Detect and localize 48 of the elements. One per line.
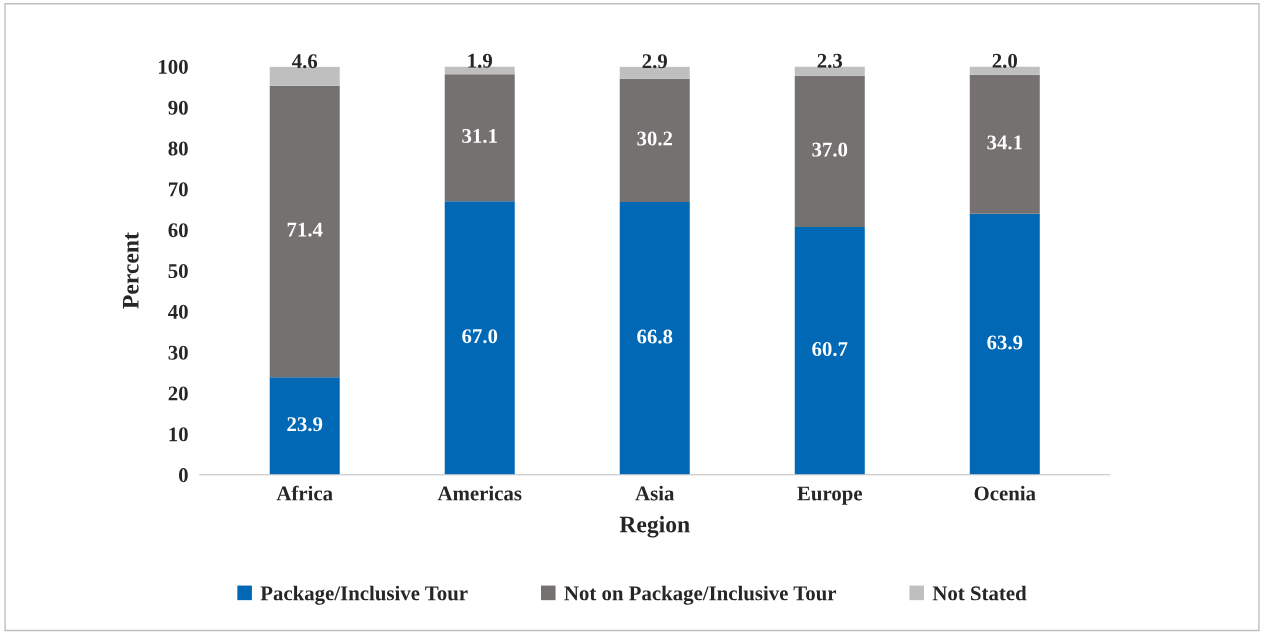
bar bbox=[969, 66, 1040, 75]
data-label: 31.1 bbox=[462, 128, 497, 144]
x-tick-label: Europe bbox=[797, 486, 863, 505]
x-tick-label: Americas bbox=[437, 485, 522, 501]
data-label: 63.9 bbox=[987, 335, 1023, 350]
bar bbox=[269, 377, 340, 475]
y-tick-label: 70 bbox=[168, 182, 188, 197]
y-tick-label: 40 bbox=[168, 304, 188, 319]
y-axis-title: Percent bbox=[122, 232, 139, 309]
x-tick-label: Ocenia bbox=[974, 485, 1036, 501]
bar bbox=[444, 74, 515, 202]
data-label: 2.3 bbox=[817, 53, 843, 68]
y-tick-label: 30 bbox=[168, 345, 188, 360]
bar bbox=[794, 226, 865, 475]
legend-label: Package/Inclusive Tour bbox=[260, 585, 468, 605]
data-label: 71.4 bbox=[287, 222, 323, 237]
data-label: 37.0 bbox=[812, 142, 848, 157]
data-label: 2.0 bbox=[992, 53, 1018, 68]
data-label: 67.0 bbox=[462, 329, 498, 344]
data-label: 2.9 bbox=[642, 54, 668, 69]
y-tick-label: 60 bbox=[168, 223, 188, 238]
bar bbox=[269, 85, 340, 378]
data-label: 1.9 bbox=[468, 53, 493, 68]
bar bbox=[794, 66, 865, 76]
bar bbox=[969, 74, 1040, 214]
y-tick-label: 80 bbox=[168, 141, 188, 156]
bar bbox=[969, 213, 1040, 475]
y-tick-label: 50 bbox=[168, 263, 188, 279]
legend-label: Not Stated bbox=[932, 585, 1027, 601]
bar bbox=[794, 75, 865, 227]
data-label: 30.2 bbox=[637, 131, 673, 146]
data-label: 66.8 bbox=[637, 329, 673, 344]
bar bbox=[619, 78, 690, 203]
x-tick-label: Africa bbox=[276, 485, 333, 501]
y-tick-label: 100 bbox=[159, 59, 188, 74]
x-axis-title: Region bbox=[619, 515, 690, 538]
y-tick-label: 0 bbox=[178, 468, 188, 483]
y-tick-label: 20 bbox=[168, 386, 188, 401]
data-label: 60.7 bbox=[812, 341, 848, 357]
legend-label: Not on Package/Inclusive Tour bbox=[564, 585, 837, 605]
x-tick-label: Asia bbox=[635, 485, 675, 501]
data-label: 34.1 bbox=[987, 135, 1022, 150]
y-tick-label: 90 bbox=[168, 100, 188, 115]
y-tick-label: 10 bbox=[169, 427, 188, 442]
bar bbox=[444, 201, 515, 475]
data-label: 4.6 bbox=[291, 54, 318, 69]
data-label: 23.9 bbox=[287, 417, 323, 432]
bar bbox=[619, 202, 690, 475]
